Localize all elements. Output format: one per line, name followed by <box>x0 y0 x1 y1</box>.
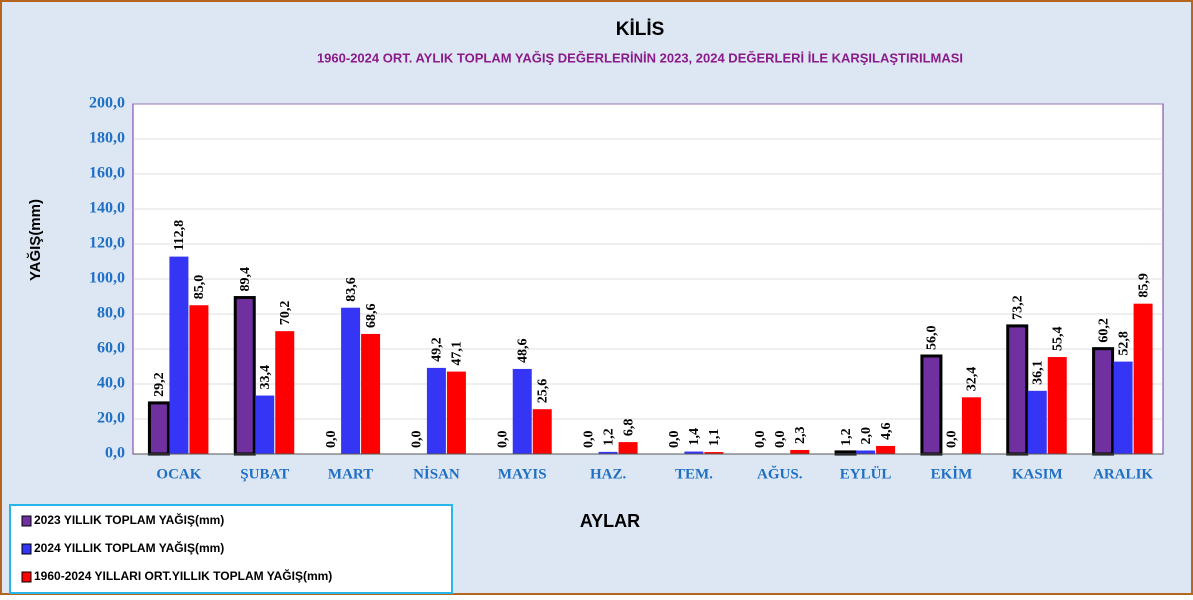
bar <box>361 333 381 454</box>
bar <box>1113 361 1133 454</box>
y-tick-label: 160,0 <box>89 165 125 182</box>
data-label: 0,0 <box>753 431 768 449</box>
y-tick-label: 80,0 <box>97 305 125 322</box>
y-axis-label: YAĞIŞ(mm) <box>26 199 44 281</box>
y-tick-label: 180,0 <box>89 130 125 147</box>
bar <box>1006 324 1029 456</box>
bar <box>169 256 189 454</box>
data-label: 1,4 <box>687 428 702 446</box>
x-tick-label: OCAK <box>156 466 201 482</box>
data-label: 0,0 <box>667 431 682 449</box>
data-label: 2,3 <box>793 426 808 444</box>
bar <box>684 451 704 454</box>
bar <box>961 397 981 454</box>
x-tick-label: AĞUS. <box>757 465 803 482</box>
x-axis-label: AYLAR <box>580 511 640 531</box>
bar <box>598 451 618 454</box>
bar <box>512 368 532 454</box>
bar <box>1047 357 1067 454</box>
y-tick-label: 0,0 <box>105 445 125 462</box>
data-label: 73,2 <box>1010 295 1025 320</box>
data-label: 85,9 <box>1136 273 1151 298</box>
y-tick-label: 200,0 <box>89 95 125 112</box>
bar <box>618 442 638 454</box>
data-label: 70,2 <box>278 301 293 326</box>
data-label: 0,0 <box>945 431 960 449</box>
legend-label: 2023 YILLIK TOPLAM YAĞIŞ(mm) <box>34 512 224 527</box>
bar <box>275 331 295 454</box>
y-tick-label: 100,0 <box>89 270 125 287</box>
bar <box>446 371 466 454</box>
data-label: 68,6 <box>364 303 379 328</box>
x-tick-label: TEM. <box>675 466 713 482</box>
data-label: 49,2 <box>430 337 445 362</box>
x-tick-label: KASIM <box>1012 466 1063 482</box>
data-label: 89,4 <box>238 267 253 292</box>
y-tick-label: 120,0 <box>89 235 125 252</box>
bar <box>532 409 552 454</box>
data-label: 2,0 <box>859 427 874 445</box>
bar <box>147 401 170 456</box>
bar <box>704 452 724 454</box>
data-label: 4,6 <box>879 422 894 440</box>
x-tick-label: ARALIK <box>1093 466 1153 482</box>
data-label: 1,2 <box>601 428 616 446</box>
x-tick-label: MART <box>328 466 373 482</box>
data-label: 47,1 <box>450 341 465 366</box>
y-tick-label: 60,0 <box>97 340 125 357</box>
data-label: 6,8 <box>621 419 636 437</box>
legend-label: 1960-2024 YILLARI ORT.YILLIK TOPLAM YAĞI… <box>34 568 332 583</box>
bar <box>255 395 275 454</box>
data-label: 36,1 <box>1030 360 1045 385</box>
data-label: 0,0 <box>410 431 425 449</box>
bar <box>341 307 361 454</box>
data-label: 85,0 <box>192 275 207 300</box>
bar <box>876 445 896 454</box>
x-tick-label: EKİM <box>931 465 973 482</box>
x-tick-label: HAZ. <box>590 466 627 482</box>
data-label: 25,6 <box>535 379 550 404</box>
bar <box>1092 347 1115 456</box>
y-tick-label: 40,0 <box>97 375 125 392</box>
bar <box>790 449 810 454</box>
data-label: 0,0 <box>773 431 788 449</box>
chart-title: KİLİS <box>616 19 665 40</box>
y-tick-label: 140,0 <box>89 200 125 217</box>
bar <box>1133 303 1153 454</box>
y-tick-label: 20,0 <box>97 410 125 427</box>
data-label: 60,2 <box>1096 318 1111 343</box>
bar <box>920 354 943 456</box>
data-label: 0,0 <box>581 431 596 449</box>
data-label: 0,0 <box>324 431 339 449</box>
x-tick-label: NİSAN <box>413 465 460 482</box>
legend-swatch <box>21 543 32 555</box>
data-label: 83,6 <box>344 277 359 302</box>
chart-subtitle: 1960-2024 ORT. AYLIK TOPLAM YAĞIŞ DEĞERL… <box>317 50 963 65</box>
bar <box>426 367 446 454</box>
x-tick-label: EYLÜL <box>840 465 892 482</box>
data-label: 52,8 <box>1116 331 1131 356</box>
x-tick-label: MAYIS <box>498 466 547 482</box>
data-label: 1,1 <box>707 429 722 447</box>
bar <box>233 296 256 456</box>
bar <box>856 450 876 454</box>
data-label: 29,2 <box>152 372 167 397</box>
data-label: 1,2 <box>839 428 854 446</box>
legend-box <box>9 504 453 594</box>
x-tick-label: ŞUBAT <box>240 466 289 482</box>
data-label: 56,0 <box>925 326 940 351</box>
bar <box>189 305 209 454</box>
bar <box>1027 390 1047 454</box>
data-label: 48,6 <box>515 338 530 363</box>
legend-label: 2024 YILLIK TOPLAM YAĞIŞ(mm) <box>34 540 224 555</box>
data-label: 112,8 <box>172 220 187 251</box>
data-label: 32,4 <box>965 367 980 392</box>
legend-swatch <box>21 571 32 583</box>
data-label: 33,4 <box>258 365 273 390</box>
data-label: 55,4 <box>1050 327 1065 352</box>
legend-swatch <box>21 515 32 527</box>
data-label: 0,0 <box>495 431 510 449</box>
